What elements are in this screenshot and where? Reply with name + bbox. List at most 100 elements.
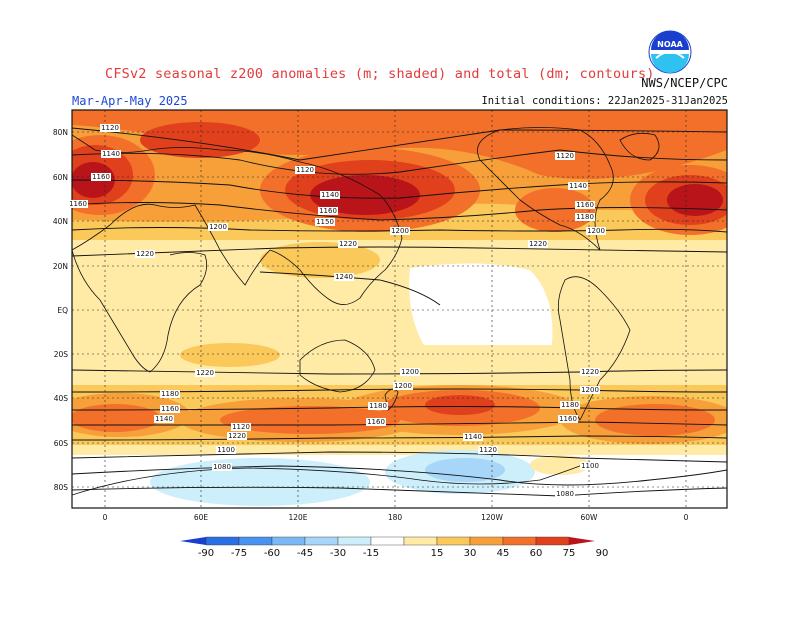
contour-label-bg: [160, 390, 180, 398]
contour-label-bg: [91, 173, 111, 181]
lat-label: 80N: [53, 128, 68, 137]
contour-label: 1160: [69, 200, 87, 208]
contour-label: 1080: [556, 490, 574, 498]
shaded-anomaly-field: [72, 110, 727, 508]
contour-label: 1220: [529, 240, 547, 248]
contour-label: 1120: [556, 152, 574, 160]
contour-label-bg: [195, 369, 215, 377]
contour-label-bg: [318, 207, 338, 215]
contour-label-bg: [100, 124, 120, 132]
contour-label-bg: [216, 446, 236, 454]
season-label: Mar-Apr-May 2025: [72, 94, 188, 108]
lat-label: EQ: [57, 306, 68, 315]
lon-label: 60E: [194, 513, 209, 522]
colorbar-label: -75: [231, 548, 247, 559]
contour-label-bg: [315, 218, 335, 226]
colorbar-label: 15: [431, 548, 444, 559]
lon-label: 180: [388, 513, 403, 522]
contour-label: 1080: [213, 463, 231, 471]
contour-label-bg: [295, 166, 315, 174]
contour-label-bg: [334, 273, 354, 281]
contour-label: 1140: [155, 415, 173, 423]
colorbar-label: 90: [596, 548, 609, 559]
contour-label-bg: [338, 240, 358, 248]
contour-label-bg: [580, 462, 600, 470]
height-contours: [72, 127, 727, 497]
organization-label: NWS/NCEP/CPC: [641, 76, 728, 90]
contour-label-bg: [555, 152, 575, 160]
lat-label: 60S: [54, 439, 69, 448]
coastlines: [72, 127, 660, 496]
lat-label: 40S: [54, 394, 69, 403]
colorbar-label: -60: [264, 548, 280, 559]
contour-label: 1160: [161, 405, 179, 413]
contour-label: 1220: [196, 369, 214, 377]
contour-label-bg: [366, 418, 386, 426]
contour-label: 1220: [339, 240, 357, 248]
chart-title: CFSv2 seasonal z200 anomalies (m; shaded…: [105, 66, 655, 82]
lon-label: 0: [103, 513, 108, 522]
noaa-logo-icon: NOAA: [648, 30, 692, 74]
colorbar-swatch: [436, 536, 471, 546]
colorbar-min-arrow: [180, 537, 206, 545]
lat-label: 40N: [53, 217, 68, 226]
contour-label: 1180: [561, 401, 579, 409]
lon-label: 120W: [481, 513, 503, 522]
contour-label: 1160: [367, 418, 385, 426]
latitude-labels: 80N 60N 40N 20N EQ 20S 40S 60S 80S: [53, 128, 68, 492]
contour-label: 1100: [217, 446, 235, 454]
colorbar-label: 60: [530, 548, 543, 559]
contour-label-bg: [400, 368, 420, 376]
contour-label: 1150: [316, 218, 334, 226]
contour-label: 1200: [581, 386, 599, 394]
contour-label-bg: [160, 405, 180, 413]
contour-label-bg: [208, 223, 228, 231]
colorbar-swatch: [535, 536, 570, 546]
contour-label-bg: [575, 213, 595, 221]
contour-label: 1220: [581, 368, 599, 376]
colorbar-swatch: [337, 536, 372, 546]
contour-label-bg: [463, 433, 483, 441]
contour-label-bg: [560, 401, 580, 409]
colorbar-label: -90: [198, 548, 214, 559]
lat-label: 60N: [53, 173, 68, 182]
colorbar-swatch: [370, 536, 405, 546]
contour-label-bg: [580, 386, 600, 394]
map-frame: [71, 109, 728, 509]
contour-label: 1200: [401, 368, 419, 376]
contour-label: 1220: [228, 432, 246, 440]
contour-label-bg: [580, 368, 600, 376]
contour-label: 1200: [587, 227, 605, 235]
contour-label: 1180: [369, 402, 387, 410]
colorbar-swatch: [304, 536, 339, 546]
contour-labels: 1120 1140 1160 1160 1120 1140 1160 1150 1200 1220…: [68, 124, 606, 498]
contour-label-bg: [68, 200, 88, 208]
colorbar-max-arrow: [569, 537, 595, 545]
contour-label: 1120: [101, 124, 119, 132]
colorbar-label: 75: [563, 548, 576, 559]
contour-label: 1120: [232, 423, 250, 431]
contour-label-bg: [393, 382, 413, 390]
contour-label: 1160: [319, 207, 337, 215]
contour-label: 1220: [136, 250, 154, 258]
contour-label: 1180: [161, 390, 179, 398]
lat-label: 20N: [53, 262, 68, 271]
contour-label-bg: [575, 201, 595, 209]
lon-label: 60W: [581, 513, 599, 522]
contour-label-bg: [231, 423, 251, 431]
colorbar-swatch: [205, 536, 240, 546]
contour-label: 1140: [464, 433, 482, 441]
lat-label: 80S: [54, 483, 69, 492]
contour-label: 1200: [394, 382, 412, 390]
colorbar-swatch: [271, 536, 306, 546]
contour-label-bg: [212, 463, 232, 471]
colorbar-label: 30: [464, 548, 477, 559]
contour-label-bg: [528, 240, 548, 248]
contour-label: 1140: [102, 150, 120, 158]
contour-label: 1200: [209, 223, 227, 231]
contour-label: 1180: [576, 213, 594, 221]
colorbar-label: -15: [363, 548, 379, 559]
contour-label: 1160: [576, 201, 594, 209]
contour-label-bg: [390, 227, 410, 235]
initial-conditions-label: Initial conditions: 22Jan2025-31Jan2025: [481, 95, 728, 107]
